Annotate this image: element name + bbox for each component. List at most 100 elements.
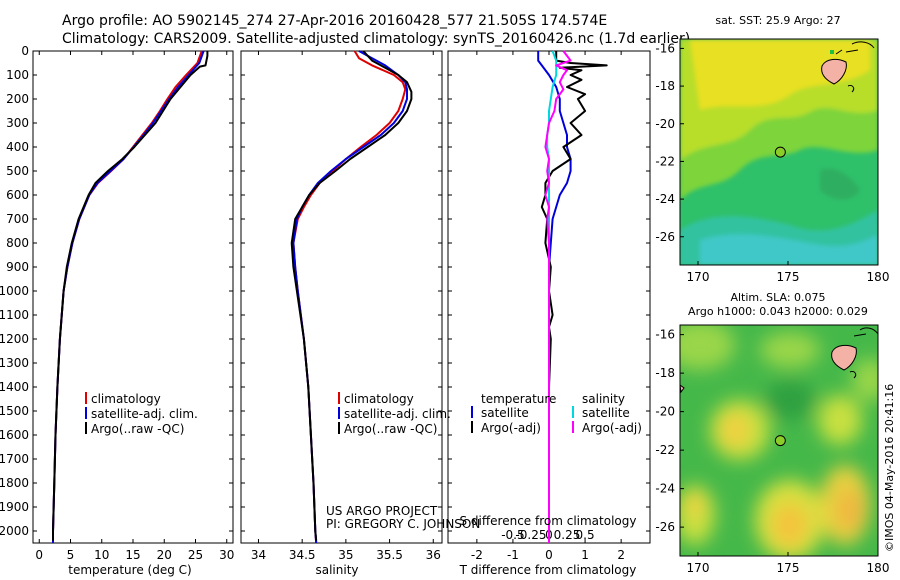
map-y-tick-label: -26 — [655, 520, 675, 534]
depth-tick-label: 300 — [6, 116, 29, 130]
argo-float-marker — [774, 146, 786, 158]
depth-tick-label: 1000 — [0, 284, 29, 298]
series-line-t-satellite — [537, 51, 572, 543]
depth-tick-label: 600 — [6, 188, 29, 202]
x-tick-label: 1 — [581, 548, 589, 562]
map-y-tick-label: -18 — [655, 79, 675, 93]
x-tick-label: 0 — [35, 548, 43, 562]
salinity-xlabel: salinity — [315, 563, 358, 577]
sdiff-xlabel: S difference from climatology — [460, 514, 637, 528]
temperature-xlabel: temperature (deg C) — [68, 563, 191, 577]
salinity-plot-frame — [240, 50, 443, 544]
island-outlines — [835, 41, 875, 93]
legend-title-temperature: temperature — [481, 392, 556, 406]
difference-plot: -2 -1 0 1 2-0.5-0.250 0.250.5 — [448, 50, 650, 562]
map-x-tick-label: 170 — [687, 561, 710, 575]
map-y-tick-label: -20 — [655, 405, 675, 419]
legend-label-climatology: climatology — [91, 392, 161, 406]
depth-tick-label: 400 — [6, 140, 29, 154]
legend-label-satellite: satellite-adj. clim. — [91, 407, 198, 421]
depth-tick-label: 700 — [6, 212, 29, 226]
salinity-legend: climatology satellite-adj. clim. Argo(..… — [338, 392, 451, 436]
depth-tick-label: 200 — [6, 92, 29, 106]
x-tick-label: 20 — [157, 548, 172, 562]
x-tick-label: 35 — [338, 548, 353, 562]
depth-tick-label: 1600 — [0, 428, 29, 442]
sla-map-axes: 170 175 180 -16 -18 -20 -22 -24 -26 — [655, 328, 889, 575]
sst-map-axes: 170 175 180 -16 -18 -20 -22 -24 -26 — [655, 41, 889, 284]
map-y-tick-label: -18 — [655, 366, 675, 380]
x-tick-label: 25 — [188, 548, 203, 562]
island-outlines — [849, 327, 878, 379]
series-line-t-argo — [540, 51, 608, 543]
x-tick-label: -1 — [507, 548, 519, 562]
depth-tick-label: 1700 — [0, 452, 29, 466]
depth-tick-label: 1300 — [0, 356, 29, 370]
map-x-tick-label: 170 — [687, 270, 710, 284]
pi-label: PI: GREGORY C. JOHNSON — [326, 517, 480, 531]
legend-label-argo: Argo(..raw -QC) — [344, 422, 437, 436]
x-tick-label: 10 — [94, 548, 109, 562]
sla-map-title-2: Argo h1000: 0.043 h2000: 0.029 — [688, 305, 868, 318]
depth-tick-label: 2000 — [0, 524, 29, 538]
legend-title-salinity: salinity — [582, 392, 625, 406]
map-x-tick-label: 175 — [777, 561, 800, 575]
legend-label-argo: Argo(..raw -QC) — [91, 422, 184, 436]
map-y-tick-label: -16 — [655, 328, 675, 342]
map-y-tick-label: -24 — [655, 192, 675, 206]
depth-tick-label: 1800 — [0, 476, 29, 490]
map-x-tick-label: 180 — [867, 270, 890, 284]
series-line-satellite — [52, 50, 205, 543]
sla-map-title-1: Altim. SLA: 0.075 — [730, 291, 825, 304]
x-tick-label: 15 — [125, 548, 140, 562]
x-tick-label: -2 — [471, 548, 483, 562]
depth-tick-label: 800 — [6, 236, 29, 250]
depth-tick-label: 1400 — [0, 380, 29, 394]
island-fiji — [821, 58, 847, 85]
depth-tick-label: 1100 — [0, 308, 29, 322]
sst-map-frame — [679, 38, 879, 266]
sla-map-frame — [679, 324, 879, 557]
s-tick-label: 0.25 — [554, 528, 581, 542]
map-y-tick-label: -24 — [655, 482, 675, 496]
map-x-tick-label: 180 — [867, 561, 890, 575]
x-tick-label: 36 — [426, 548, 441, 562]
x-tick-label: 35.5 — [376, 548, 403, 562]
project-label: US ARGO PROJECT — [326, 504, 438, 518]
map-x-tick-label: 175 — [777, 270, 800, 284]
series-line-argo — [290, 50, 413, 541]
header-line-1: Argo profile: AO 5902145_274 27-Apr-2016… — [62, 13, 607, 29]
sst-map — [680, 39, 878, 265]
sst-map-pixel — [830, 50, 834, 54]
x-tick-label: 5 — [67, 548, 75, 562]
series-line-s-argo — [544, 50, 572, 543]
depth-tick-label: 900 — [6, 260, 29, 274]
depth-tick-label: 0 — [21, 44, 29, 58]
s-tick-label: 0.5 — [576, 528, 595, 542]
series-line-satellite — [292, 50, 408, 544]
s-tick-label: -0.25 — [515, 528, 546, 542]
temperature-legend: climatology satellite-adj. clim. Argo(..… — [85, 392, 198, 436]
map-y-tick-label: -22 — [655, 443, 675, 457]
temperature-plot: 0 5 10 15 20 25 30 — [33, 50, 234, 562]
legend-label-t-argo: Argo(-adj) — [481, 421, 541, 435]
depth-tick-label: 500 — [6, 164, 29, 178]
depth-tick-label: 1200 — [0, 332, 29, 346]
map-y-tick-label: -26 — [655, 230, 675, 244]
series-line-climatology — [52, 50, 203, 543]
map-y-tick-label: -20 — [655, 117, 675, 131]
depth-tick-label: 1900 — [0, 500, 29, 514]
legend-label-s-argo: Argo(-adj) — [582, 421, 642, 435]
legend-label-t-satellite: satellite — [481, 406, 529, 420]
map-y-tick-label: -22 — [655, 154, 675, 168]
tdiff-xlabel: T difference from climatology — [459, 563, 637, 577]
sst-map-title: sat. SST: 25.9 Argo: 27 — [715, 14, 840, 27]
legend-label-satellite: satellite-adj. clim. — [344, 407, 451, 421]
argo-float-marker — [774, 435, 786, 447]
x-tick-label: 34.5 — [289, 548, 316, 562]
map-y-tick-label: -16 — [655, 41, 675, 55]
s-tick-label: -0.5 — [501, 528, 524, 542]
x-tick-label: 30 — [219, 548, 234, 562]
series-line-argo — [52, 51, 209, 541]
